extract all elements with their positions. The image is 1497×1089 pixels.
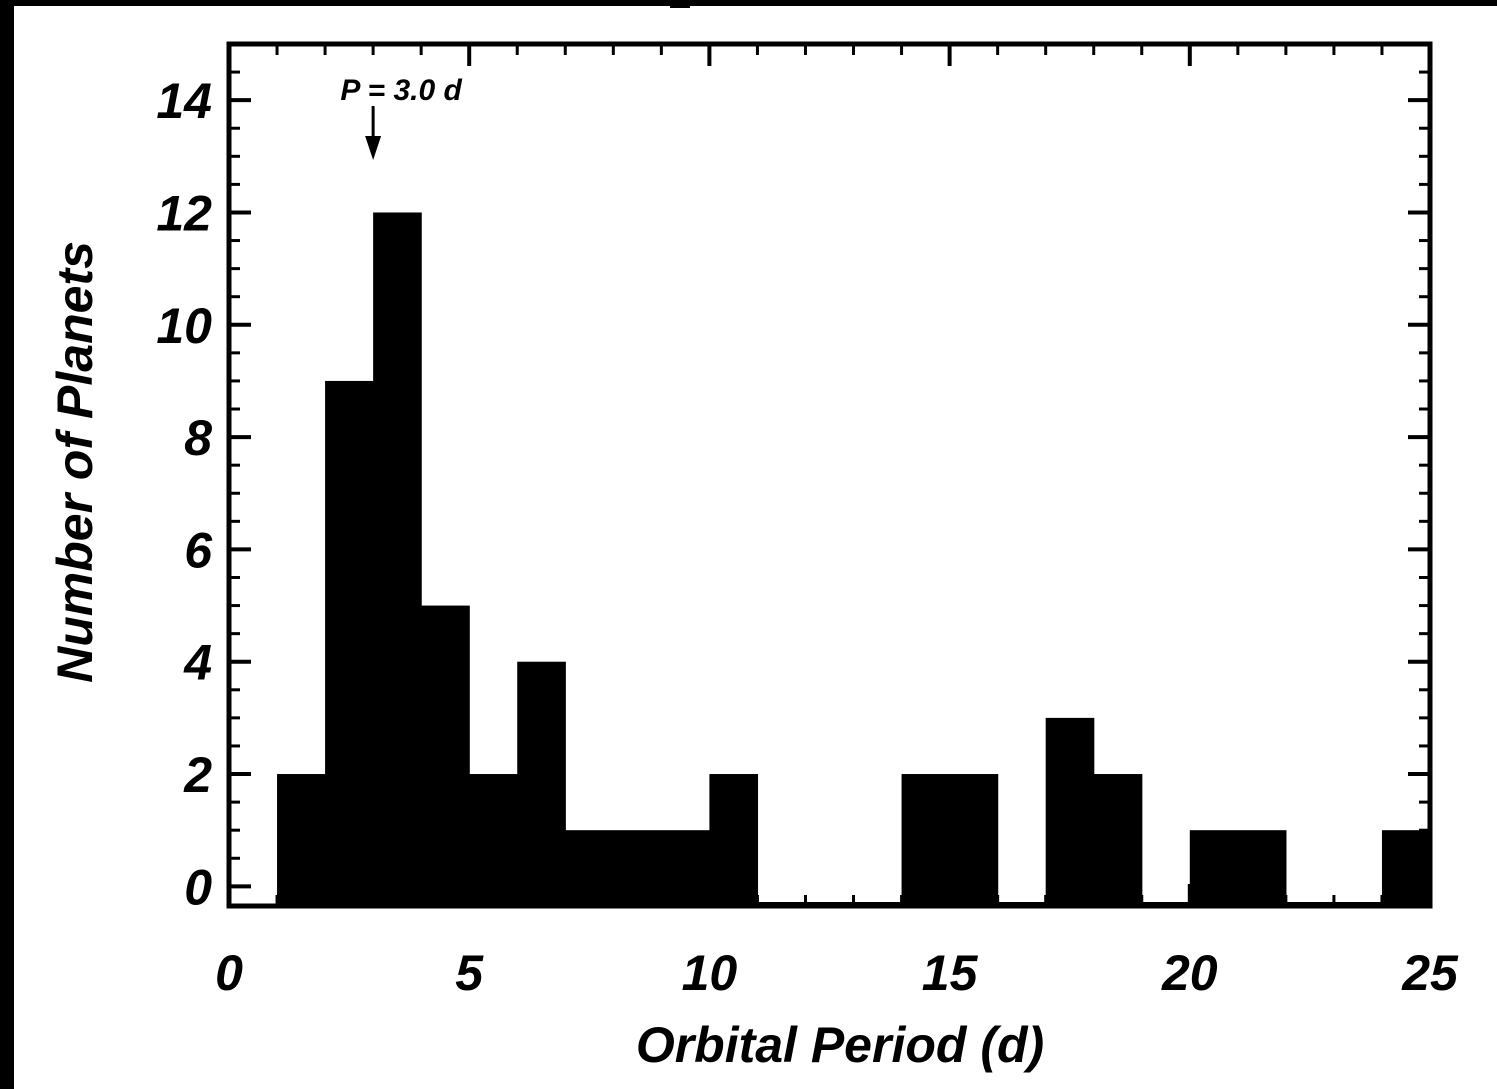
x-tick-labels: 0 5 10 15 20 25 — [215, 945, 1459, 1001]
y-tick-label: 6 — [184, 522, 213, 578]
x-tick-label: 15 — [922, 945, 979, 1001]
y-tick-label: 10 — [156, 298, 212, 354]
histogram-bar — [277, 774, 326, 906]
histogram-bar — [373, 212, 422, 906]
annotation-label: P = 3.0 d — [340, 74, 462, 107]
histogram-bar — [325, 380, 374, 906]
y-tick-label: 4 — [183, 635, 212, 691]
histogram-bar — [1093, 774, 1143, 906]
x-tick-label: 20 — [1161, 945, 1218, 1001]
x-tick-label: 5 — [455, 945, 484, 1001]
plot-border — [226, 41, 1433, 909]
histogram-bar — [1045, 717, 1095, 906]
histogram-bar — [949, 774, 999, 906]
y-tick-labels: 0 2 4 6 8 10 12 14 — [156, 73, 213, 915]
y-tick-label: 8 — [184, 410, 212, 466]
histogram-bar — [901, 774, 951, 906]
period-annotation: P = 3.0 d — [340, 74, 463, 160]
bars-group — [277, 212, 1431, 906]
x-tick-label: 25 — [1401, 945, 1459, 1001]
histogram-bar — [421, 605, 470, 906]
x-tick-label: 0 — [215, 945, 243, 1001]
y-tick-label: 0 — [184, 859, 212, 915]
histogram-bar — [709, 774, 759, 906]
histogram-bar — [469, 774, 518, 906]
annotation-arrow-head — [365, 136, 382, 160]
histogram-bar — [1381, 830, 1431, 906]
histogram-bar — [565, 830, 614, 906]
x-tick-label: 10 — [682, 945, 738, 1001]
y-tick-label: 14 — [156, 73, 212, 129]
histogram-bar — [1237, 830, 1287, 906]
y-tick-label: 2 — [183, 747, 212, 803]
histogram-bar — [517, 661, 566, 906]
y-tick-label: 12 — [156, 185, 212, 241]
x-axis-title: Orbital Period (d) — [636, 1017, 1044, 1073]
histogram-bar — [1189, 830, 1239, 906]
y-axis-title: Number of Planets — [47, 241, 103, 683]
histogram-bar — [613, 830, 662, 906]
histogram-bar — [661, 830, 710, 906]
frame-notch — [670, 0, 690, 8]
